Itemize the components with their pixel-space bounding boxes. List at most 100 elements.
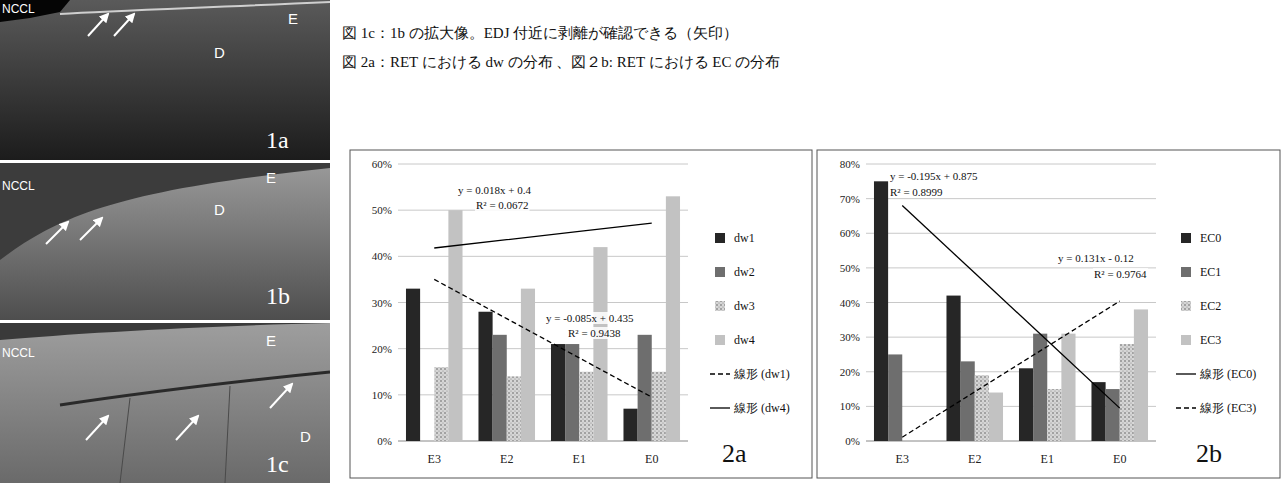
- bar: [420, 441, 434, 442]
- x-tick-label: E3: [428, 452, 441, 466]
- oct-image: [0, 163, 330, 320]
- grid-line: [866, 371, 1156, 372]
- panel-label: 1c: [266, 451, 289, 477]
- label-patch: [889, 170, 979, 182]
- legend-swatch: [715, 267, 725, 277]
- legend-label: 線形 (EC3): [1199, 401, 1256, 415]
- image-text: NCCL: [2, 2, 35, 16]
- figure: 図 1c：1b の拡大像。EDJ 付近に剥離が確認できる（矢印）図 2a：RET…: [0, 0, 1285, 483]
- bar: [888, 354, 902, 441]
- bar: [406, 289, 420, 441]
- y-tick-label: 10%: [840, 400, 860, 412]
- legend-label: EC3: [1200, 333, 1221, 347]
- y-tick-label: 0%: [377, 435, 392, 447]
- legend-swatch: [710, 373, 730, 374]
- chart: 0%10%20%30%40%50%60%70%80%E3E2E1E0y = -0…: [817, 150, 1280, 478]
- image-text: D: [214, 201, 225, 218]
- y-tick-label: 20%: [372, 343, 392, 355]
- y-tick-label: 20%: [840, 366, 860, 378]
- caption: 図 1c：1b の拡大像。EDJ 付近に剥離が確認できる（矢印）: [342, 25, 738, 41]
- image-text: NCCL: [2, 179, 35, 193]
- equation-text: y = 0.018x + 0.4: [458, 184, 531, 196]
- legend-swatch: [1181, 267, 1191, 277]
- legend: EC0EC1EC2EC3線形 (EC0)線形 (EC3): [1176, 231, 1256, 415]
- image-text: E: [266, 332, 276, 349]
- legend-swatch: [1176, 407, 1196, 408]
- legend-swatch: [715, 301, 725, 311]
- equation-text: y = 0.131x - 0.12: [1058, 252, 1134, 264]
- annotation: y = -0.085x + 0.435: [545, 312, 635, 324]
- image-text: NCCL: [2, 346, 35, 360]
- y-tick-label: 40%: [840, 297, 860, 309]
- grid-line: [398, 302, 688, 303]
- legend-swatch: [1181, 335, 1191, 345]
- equation-text: y = -0.085x + 0.435: [546, 312, 634, 324]
- crack: [60, 372, 330, 405]
- legend: dw1dw2dw3dw4線形 (dw1)線形 (dw4): [710, 231, 790, 415]
- arrow: [86, 416, 108, 440]
- tissue-shadow: [0, 323, 330, 340]
- bar: [961, 361, 975, 441]
- bar: [478, 312, 492, 441]
- image-ground: [0, 163, 330, 320]
- bar: [434, 367, 448, 441]
- bar: [1033, 334, 1047, 441]
- x-tick-label: E2: [500, 452, 513, 466]
- chart-frame: [350, 150, 812, 478]
- grid-line: [866, 198, 1156, 199]
- label-patch: [475, 199, 530, 211]
- annotation: y = 0.018x + 0.4: [457, 184, 532, 196]
- bar: [874, 181, 888, 441]
- equation-text: R² = 0.0672: [476, 199, 529, 211]
- bar: [916, 441, 930, 442]
- trend-line: [902, 301, 1120, 437]
- bar: [1120, 344, 1134, 441]
- legend-swatch: [715, 233, 725, 243]
- legend-swatch: [1176, 373, 1196, 374]
- bar: [551, 344, 565, 441]
- grid-line: [866, 302, 1156, 303]
- equation-text: R² = 0.8999: [890, 186, 943, 198]
- label-patch: [567, 327, 622, 339]
- x-tick-label: E2: [968, 452, 981, 466]
- bar: [507, 376, 521, 441]
- legend-label: dw3: [734, 299, 755, 313]
- y-tick-label: 50%: [840, 262, 860, 274]
- y-tick-label: 80%: [840, 158, 860, 170]
- y-tick-label: 0%: [845, 435, 860, 447]
- image-text: E: [288, 10, 298, 27]
- y-tick-label: 70%: [840, 193, 860, 205]
- legend-swatch: [1181, 233, 1191, 243]
- legend-label: 線形 (EC0): [1199, 367, 1256, 381]
- crack: [120, 386, 230, 483]
- bar: [946, 296, 960, 441]
- trend-line: [434, 279, 652, 397]
- image-text: D: [214, 44, 225, 61]
- bar: [1019, 368, 1033, 441]
- tissue-shadow: [0, 0, 70, 22]
- annotation: y = 0.131x - 0.12: [1057, 252, 1135, 264]
- label-patch: [889, 186, 944, 198]
- image-text: D: [300, 428, 311, 445]
- legend-label: 線形 (dw1): [733, 367, 790, 381]
- oct-image: [0, 0, 330, 160]
- x-tick-label: E1: [1041, 452, 1054, 466]
- trend-line: [902, 206, 1120, 409]
- grid-line: [866, 337, 1156, 338]
- bar: [521, 289, 535, 441]
- annotation: R² = 0.8999: [889, 186, 944, 198]
- panel-label: 2b: [1196, 439, 1222, 468]
- label-patch: [1057, 252, 1135, 264]
- legend-label: EC2: [1200, 299, 1221, 313]
- label-patch: [1093, 268, 1148, 280]
- grid-line: [866, 164, 1156, 165]
- arrow: [270, 384, 292, 408]
- arrow: [46, 222, 68, 244]
- y-tick-label: 50%: [372, 204, 392, 216]
- bar: [565, 344, 579, 441]
- bar: [638, 335, 652, 441]
- chart: 0%10%20%30%40%50%60%E3E2E1E0y = 0.018x +…: [350, 150, 812, 478]
- plot-area: [874, 181, 1148, 441]
- bar: [623, 409, 637, 441]
- bar: [652, 372, 666, 441]
